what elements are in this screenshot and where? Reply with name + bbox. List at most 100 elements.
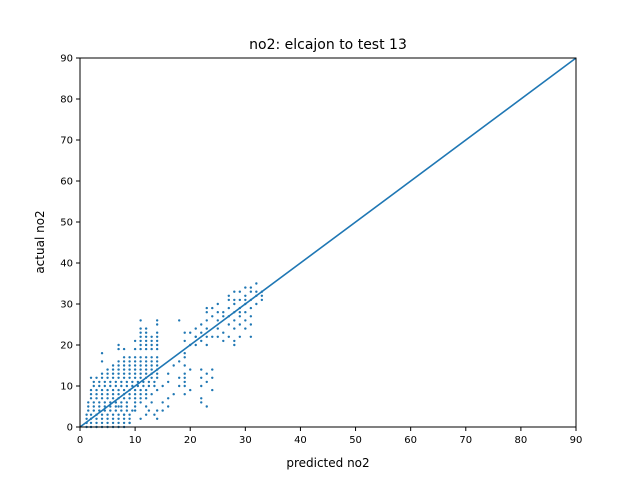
x-tick-label: 60 [404, 435, 417, 446]
data-point [222, 311, 225, 314]
data-point [205, 372, 208, 375]
data-point [95, 421, 98, 425]
data-point [227, 294, 230, 297]
data-point [144, 356, 148, 359]
data-point [147, 384, 151, 388]
data-point [216, 327, 219, 330]
data-point [98, 401, 101, 404]
y-tick-label: 40 [60, 259, 73, 270]
data-point [238, 298, 242, 302]
data-point [98, 380, 101, 384]
data-point [233, 343, 236, 347]
y-axis-label: actual no2 [33, 210, 47, 273]
data-point [200, 368, 203, 371]
data-point [200, 401, 203, 404]
data-point [125, 384, 129, 388]
data-point [183, 356, 186, 359]
data-point [144, 413, 148, 416]
data-point [244, 311, 247, 314]
data-point [144, 327, 148, 330]
data-point [205, 405, 208, 408]
data-point [87, 405, 90, 408]
data-point [133, 397, 137, 400]
data-point [109, 384, 112, 388]
data-point [100, 417, 104, 420]
data-point [114, 380, 118, 384]
data-point [139, 372, 142, 375]
data-point [150, 343, 153, 347]
data-point [178, 360, 181, 363]
data-point [117, 388, 120, 392]
data-point [92, 405, 95, 408]
data-point [122, 364, 126, 367]
data-point [249, 323, 253, 326]
data-point [161, 401, 164, 404]
data-point [122, 397, 126, 400]
data-point [133, 405, 137, 408]
data-point [142, 380, 145, 384]
data-point [133, 356, 137, 359]
data-point [166, 380, 170, 384]
data-point [155, 409, 159, 412]
data-point [117, 405, 120, 408]
data-point [117, 343, 120, 347]
data-point [128, 421, 131, 425]
data-point [128, 368, 131, 371]
data-point [155, 372, 159, 375]
data-point [98, 409, 101, 412]
y-tick-label: 50 [60, 218, 73, 229]
data-point [111, 413, 115, 416]
data-point [155, 339, 159, 343]
data-point [106, 372, 109, 375]
data-point [122, 421, 126, 425]
data-point [150, 376, 153, 379]
data-point [117, 372, 120, 375]
data-point [122, 413, 126, 416]
data-point [133, 388, 137, 392]
data-point [205, 327, 208, 330]
data-point [144, 388, 148, 392]
data-point [133, 393, 137, 396]
data-point [95, 417, 98, 420]
data-point [103, 380, 107, 384]
data-point [189, 388, 192, 392]
data-point [244, 319, 247, 322]
data-point [139, 376, 142, 379]
data-point [111, 417, 115, 420]
data-point [227, 306, 230, 310]
data-point [244, 294, 247, 297]
data-point [150, 368, 153, 371]
data-point [89, 376, 93, 379]
data-point [172, 364, 175, 367]
data-point [144, 405, 148, 408]
data-point [189, 331, 192, 334]
data-point [100, 360, 104, 363]
data-point [144, 372, 148, 375]
data-point [122, 368, 126, 371]
data-point [153, 380, 156, 384]
y-tick-label: 70 [60, 136, 73, 147]
x-tick-label: 10 [129, 435, 142, 446]
data-point [183, 352, 186, 355]
data-point [166, 405, 170, 408]
data-point [189, 368, 192, 371]
data-point [139, 368, 142, 371]
y-tick-label: 80 [60, 95, 73, 106]
data-point [92, 384, 95, 388]
data-point [200, 397, 203, 400]
data-point [128, 413, 131, 416]
data-point [205, 343, 208, 347]
data-point [211, 306, 214, 310]
data-point [153, 413, 156, 416]
data-point [111, 397, 115, 400]
data-point [106, 397, 109, 400]
data-point [122, 347, 126, 351]
data-point [227, 298, 230, 302]
data-point [117, 421, 120, 425]
data-point [166, 397, 170, 400]
data-point [128, 417, 131, 420]
data-point [139, 393, 142, 396]
data-point [95, 376, 98, 379]
data-point [117, 360, 120, 363]
data-point [103, 405, 107, 408]
